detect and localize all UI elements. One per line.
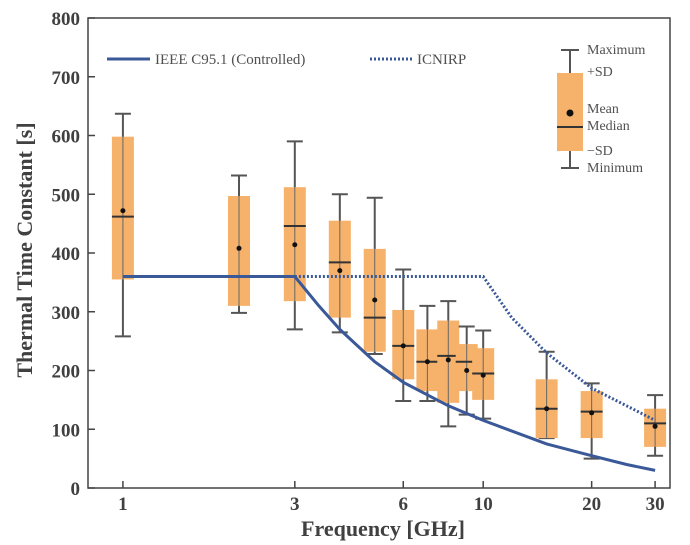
box-group — [111, 112, 134, 338]
key-mean — [566, 109, 574, 117]
box-group — [580, 382, 603, 460]
box-group — [328, 193, 351, 334]
box-group — [392, 268, 415, 403]
box-group — [644, 394, 667, 457]
key-label-mean: Mean — [587, 102, 619, 117]
y-tick-label: 200 — [52, 362, 81, 383]
y-tick-label: 700 — [52, 68, 81, 89]
x-tick-label: 20 — [582, 494, 601, 515]
box-group — [363, 196, 386, 356]
x-tick-label: 3 — [290, 494, 300, 515]
box-group — [472, 329, 495, 420]
y-tick-label: 500 — [52, 185, 81, 206]
x-tick-label: 1 — [118, 494, 128, 515]
key-label-minus-sd: −SD — [587, 144, 613, 159]
tick-labels: 0 100 200 300 400 500 600 700 800 1 3 6 10 20 30 — [52, 9, 665, 515]
key-label-plus-sd: +SD — [587, 65, 613, 80]
box-mean — [544, 406, 550, 412]
legend-label-icnirp: ICNIRP — [417, 52, 466, 68]
series-lines — [122, 275, 656, 472]
box-group — [437, 300, 460, 428]
box-mean — [120, 208, 126, 214]
legend-label-ieee: IEEE C95.1 (Controlled) — [155, 52, 305, 68]
box-mean — [372, 297, 378, 303]
x-tick-label: 6 — [399, 494, 409, 515]
box-mean — [292, 242, 298, 248]
box-mean — [464, 368, 470, 373]
box-mean — [652, 423, 658, 429]
box-mean — [445, 357, 451, 363]
boxes — [111, 112, 667, 460]
plot-frame — [87, 17, 671, 489]
key-label-median: Median — [587, 119, 630, 134]
box-mean — [589, 410, 595, 416]
box-group — [416, 304, 439, 403]
x-axis-label: Frequency [GHz] — [301, 516, 465, 541]
y-tick-label: 400 — [52, 244, 81, 265]
series-line — [122, 275, 656, 472]
box-mean — [480, 372, 486, 378]
box-mean — [337, 268, 343, 274]
key-label-maximum: Maximum — [587, 43, 645, 58]
x-tick-label: 30 — [646, 494, 665, 515]
y-tick-label: 100 — [52, 420, 81, 441]
y-tick-label: 600 — [52, 127, 81, 148]
y-tick-label: 0 — [71, 479, 81, 500]
box-mean — [236, 245, 242, 251]
box-mean — [400, 343, 406, 349]
box-group — [535, 350, 558, 440]
box-key: Maximum +SD Mean Median −SD Minimum — [557, 43, 645, 176]
legend: IEEE C95.1 (Controlled) ICNIRP — [107, 52, 466, 68]
x-tick-label: 10 — [474, 494, 493, 515]
box-mean — [424, 359, 430, 365]
series-line — [122, 275, 656, 422]
box-group — [283, 140, 306, 331]
key-label-minimum: Minimum — [587, 161, 643, 176]
box-group — [228, 174, 251, 314]
y-tick-label: 800 — [52, 9, 81, 30]
y-tick-label: 300 — [52, 303, 81, 324]
y-axis-label: Thermal Time Constant [s] — [12, 122, 37, 377]
